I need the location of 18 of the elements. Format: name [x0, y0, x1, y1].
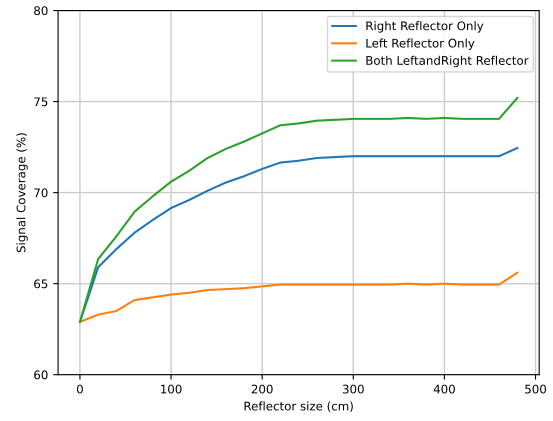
line-series	[78, 96, 518, 323]
line-series	[78, 272, 518, 323]
x-tick-label: 0	[76, 384, 83, 394]
y-tick-label: 80	[34, 6, 48, 16]
x-tick-label: 500	[525, 384, 546, 394]
y-tick-label: 60	[34, 370, 48, 380]
x-axis-title: Reflector size (cm)	[244, 401, 353, 412]
y-tick-label: 70	[34, 188, 48, 198]
x-tick-label: 400	[434, 384, 455, 394]
legend-label: Left Reflector Only	[366, 38, 475, 50]
x-tick-label: 100	[161, 384, 182, 394]
y-tick-label: 65	[34, 279, 48, 288]
y-axis-title: Signal Coverage (%)	[16, 133, 28, 252]
x-tick-label: 200	[252, 384, 273, 394]
legend-label: Right Reflector Only	[366, 21, 484, 33]
y-tick-label: 75	[34, 97, 48, 106]
x-tick-label: 300	[342, 384, 364, 394]
legend-label: Both LeftandRight Reflector	[366, 56, 529, 68]
